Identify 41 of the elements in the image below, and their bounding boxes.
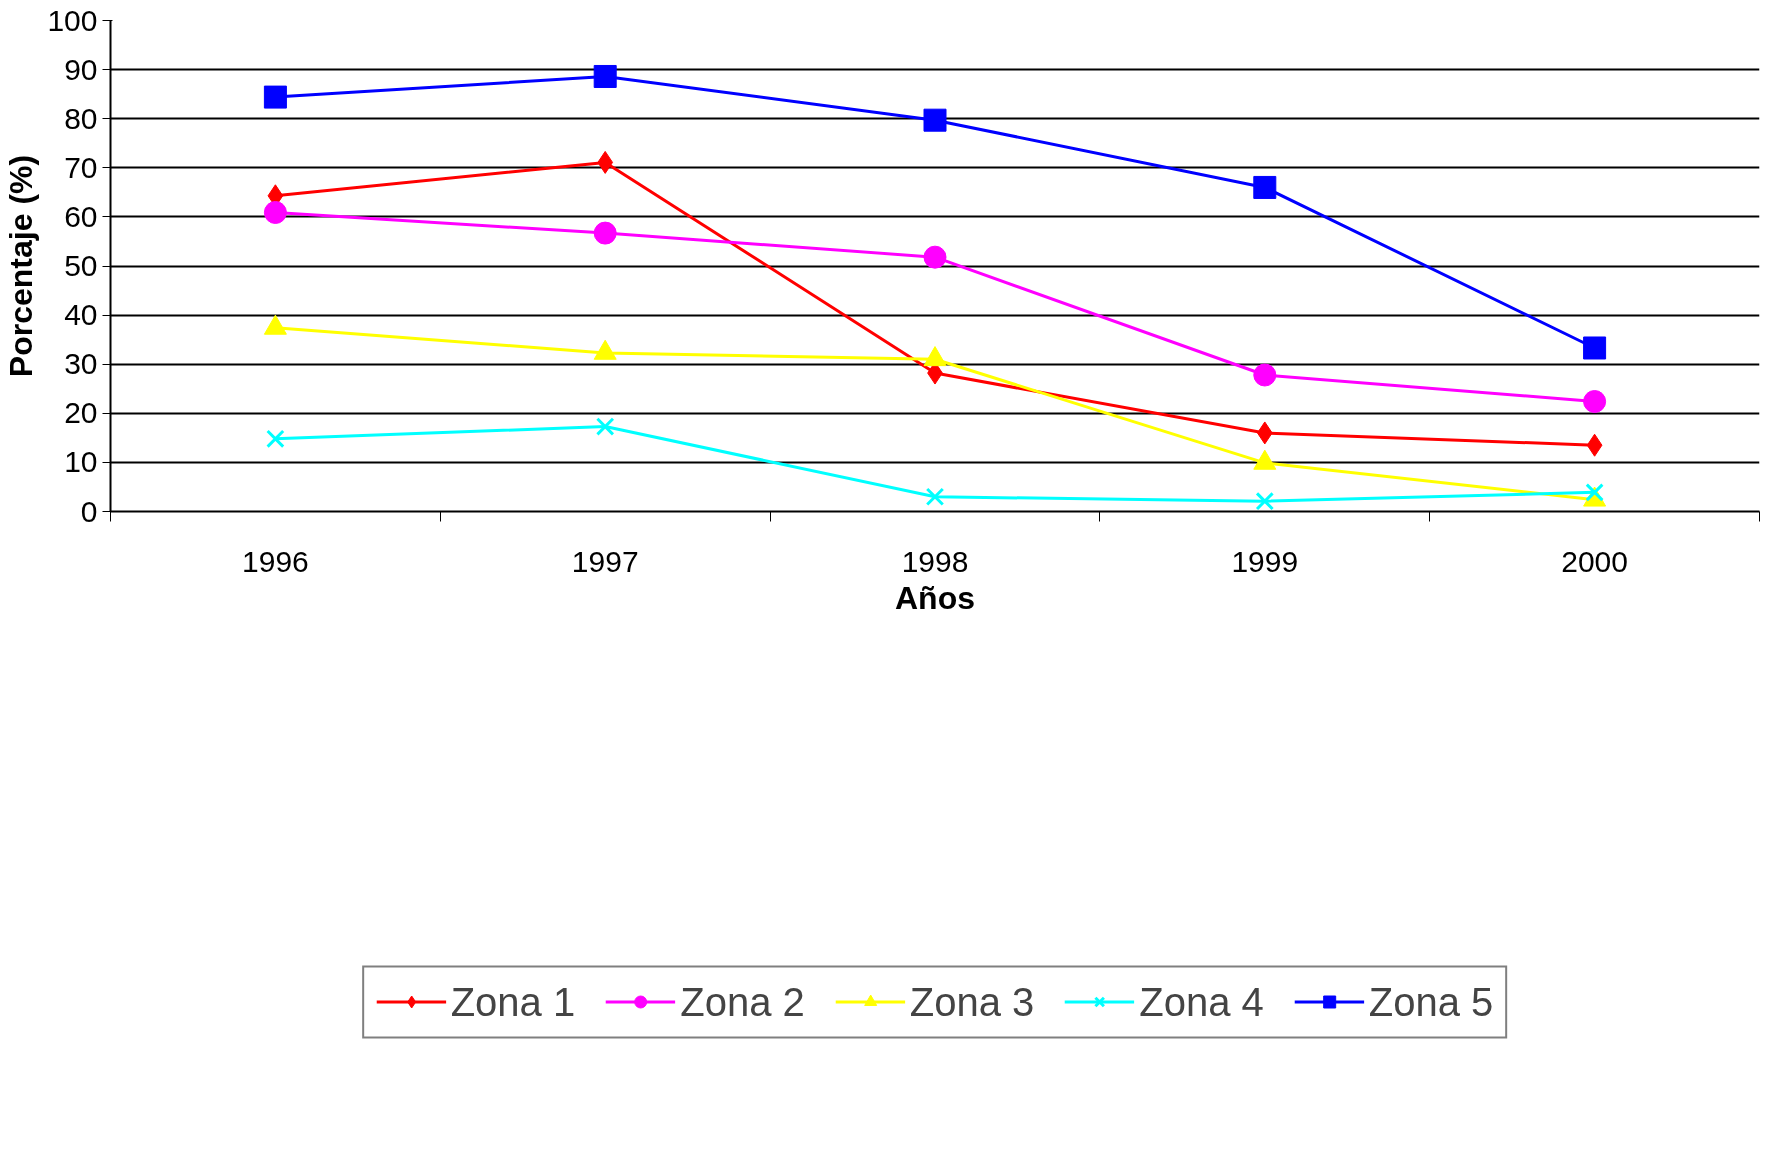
y-tick-label: 20 [64,396,98,430]
y-tick-label: 10 [64,445,98,479]
x-tick-label: 1996 [242,544,309,578]
y-tick-label: 50 [64,249,98,282]
point [1586,433,1603,457]
legend-label: Zona 5 [1368,979,1494,1025]
legend-label: Zona 4 [1139,979,1264,1025]
y-tick-label: 60 [64,199,98,233]
y-tick-label: 70 [64,150,98,184]
point [1583,390,1607,413]
x-axis-title: Años [895,579,975,616]
y-tick-label: 80 [64,101,98,135]
y-tick-label: 100 [47,3,98,37]
point [925,487,945,507]
point [1255,491,1275,511]
point [1583,336,1607,360]
point [263,85,287,109]
point [923,108,947,132]
legend-label: Zona 3 [909,979,1035,1025]
y-axis-title: Porcentaje (%) [3,154,40,378]
legend-label: Zona 2 [680,979,805,1025]
point [595,417,615,436]
x-tick-label: 1999 [1231,544,1299,578]
point [263,201,287,224]
point [923,245,947,269]
point [266,429,285,449]
point [1585,483,1604,502]
point [1253,363,1277,387]
x-tick-label: 2000 [1561,544,1628,578]
y-tick-label: 30 [64,347,98,381]
point [593,221,617,245]
legend-label: Zona 1 [450,979,576,1025]
x-tick-label: 1998 [901,544,969,578]
y-tick-label: 40 [64,298,98,332]
point [1256,421,1273,445]
point [597,150,614,174]
point [593,64,617,88]
y-tick-label: 90 [64,52,98,86]
y-tick-label: 0 [80,494,98,528]
point [1253,175,1277,199]
x-tick-label: 1997 [571,544,639,578]
